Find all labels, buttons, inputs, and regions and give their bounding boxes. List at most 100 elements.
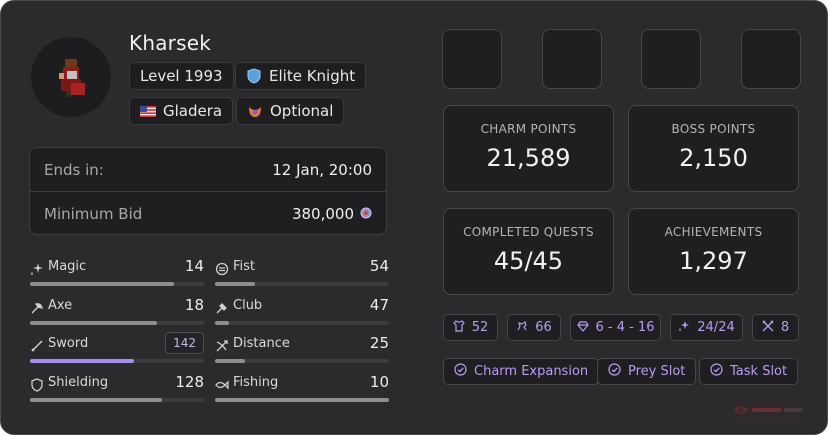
skill-name: Shielding [48, 375, 109, 390]
mini-stat-gems[interactable]: 6 - 4 - 16 [570, 314, 661, 341]
skill-progress-fill [215, 282, 256, 286]
mount-icon [516, 320, 528, 336]
stat-value: 45/45 [493, 247, 564, 275]
skill-value: 14 [184, 257, 204, 275]
stat-label: COMPLETED QUESTS [463, 225, 594, 239]
item-slot-3[interactable] [641, 29, 701, 89]
divider [30, 191, 386, 192]
outfit-icon [452, 319, 465, 336]
minimum-bid-value-group: 380,000 [292, 205, 372, 223]
skill-shielding: Shielding 128 [30, 373, 204, 405]
shield-icon [246, 68, 262, 84]
auction-info-box: Ends in: 12 Jan, 20:00 Minimum Bid 380,0… [29, 147, 387, 235]
skill-name: Magic [48, 259, 87, 274]
mini-stat-mounts[interactable]: 66 [507, 314, 561, 341]
skill-value: 142 [165, 332, 204, 354]
stat-value: 2,150 [679, 144, 748, 172]
level-label: Level 1993 [140, 67, 223, 85]
stat-value: 1,297 [679, 247, 748, 275]
skill-progress-track [215, 359, 389, 363]
world-label: Gladera [163, 102, 223, 120]
skill-value: 128 [175, 373, 204, 391]
check-circle-icon [710, 363, 723, 380]
feature-label: Task Slot [730, 364, 788, 379]
minimum-bid-row: Minimum Bid 380,000 [30, 192, 386, 236]
vocation-chip: Elite Knight [235, 62, 367, 90]
site-logo [729, 399, 807, 421]
skill-value: 18 [184, 296, 204, 314]
skill-name: Axe [48, 298, 73, 313]
skill-fishing: Fishing 10 [215, 373, 389, 405]
ends-in-label: Ends in: [44, 161, 104, 179]
mini-stat-value: 8 [780, 320, 790, 335]
club-icon [215, 300, 229, 314]
mini-stat-outfits[interactable]: 52 [443, 314, 498, 341]
skill-progress-fill [30, 398, 163, 402]
feature-label: Prey Slot [628, 364, 686, 379]
skill-name: Club [233, 298, 263, 313]
vocation-label: Elite Knight [269, 67, 356, 85]
skill-progress-track [215, 321, 389, 325]
shielding-icon [30, 377, 44, 392]
skill-value: 10 [369, 373, 389, 391]
mini-stat-charms[interactable]: 24/24 [670, 314, 743, 341]
skill-name: Fist [233, 259, 256, 274]
skill-progress-fill [30, 282, 175, 286]
skill-value: 25 [369, 334, 389, 352]
skill-progress-fill [215, 359, 245, 363]
mini-stat-value: 66 [535, 320, 552, 335]
fist-icon [215, 261, 229, 276]
mini-stat-hunting-tasks[interactable]: 8 [752, 314, 799, 341]
pvp-type-chip: Optional [236, 97, 345, 125]
gem-icon [576, 320, 589, 336]
mini-stat-value: 6 - 4 - 16 [595, 320, 655, 335]
skill-progress-track [215, 398, 389, 402]
sparkle-icon [678, 320, 690, 336]
feature-prey-slot[interactable]: Prey Slot [597, 358, 697, 385]
skill-club: Club 47 [215, 296, 389, 328]
character-avatar [31, 37, 111, 117]
level-chip: Level 1993 [129, 62, 234, 90]
skill-value: 47 [369, 296, 389, 314]
skill-progress-fill [30, 359, 135, 363]
feature-charm-expansion[interactable]: Charm Expansion [443, 358, 600, 385]
world-chip: Gladera [129, 97, 234, 125]
check-circle-icon [608, 363, 621, 380]
skill-progress-fill [215, 398, 389, 402]
magic-icon [30, 261, 44, 275]
stat-value: 21,589 [486, 144, 571, 172]
skill-name: Sword [48, 336, 89, 351]
skill-magic: Magic 14 [30, 257, 204, 289]
us-flag-icon [140, 105, 156, 117]
mini-stat-value: 52 [471, 320, 489, 335]
item-slot-1[interactable] [442, 29, 502, 89]
skill-progress-track [30, 398, 204, 402]
crossed-swords-icon [762, 320, 774, 336]
pvp-optional-icon [247, 103, 263, 119]
item-slot-4[interactable] [741, 29, 801, 89]
feature-task-slot[interactable]: Task Slot [699, 358, 799, 385]
skill-fist: Fist 54 [215, 257, 389, 289]
skill-progress-track [30, 359, 204, 363]
skill-name: Fishing [233, 375, 279, 390]
check-circle-icon [454, 363, 467, 380]
character-name: Kharsek [129, 31, 211, 55]
skill-progress-track [30, 282, 204, 286]
ends-in-row: Ends in: 12 Jan, 20:00 [30, 148, 386, 192]
ends-in-value: 12 Jan, 20:00 [272, 161, 372, 179]
stat-label: BOSS POINTS [671, 122, 756, 136]
pvp-type-label: Optional [270, 102, 334, 120]
stat-label: CHARM POINTS [480, 122, 577, 136]
minimum-bid-label: Minimum Bid [44, 205, 143, 223]
feature-label: Charm Expansion [474, 364, 589, 379]
stat-boss-points: BOSS POINTS 2,150 [628, 105, 799, 192]
skill-axe: Axe 18 [30, 296, 204, 328]
skill-progress-track [30, 321, 204, 325]
mini-stat-value: 24/24 [697, 320, 735, 335]
item-slot-2[interactable] [542, 29, 602, 89]
skill-progress-fill [30, 321, 158, 325]
stat-label: ACHIEVEMENTS [664, 225, 763, 239]
tibia-coin-icon [360, 205, 372, 223]
stat-completed-quests: COMPLETED QUESTS 45/45 [443, 208, 614, 295]
